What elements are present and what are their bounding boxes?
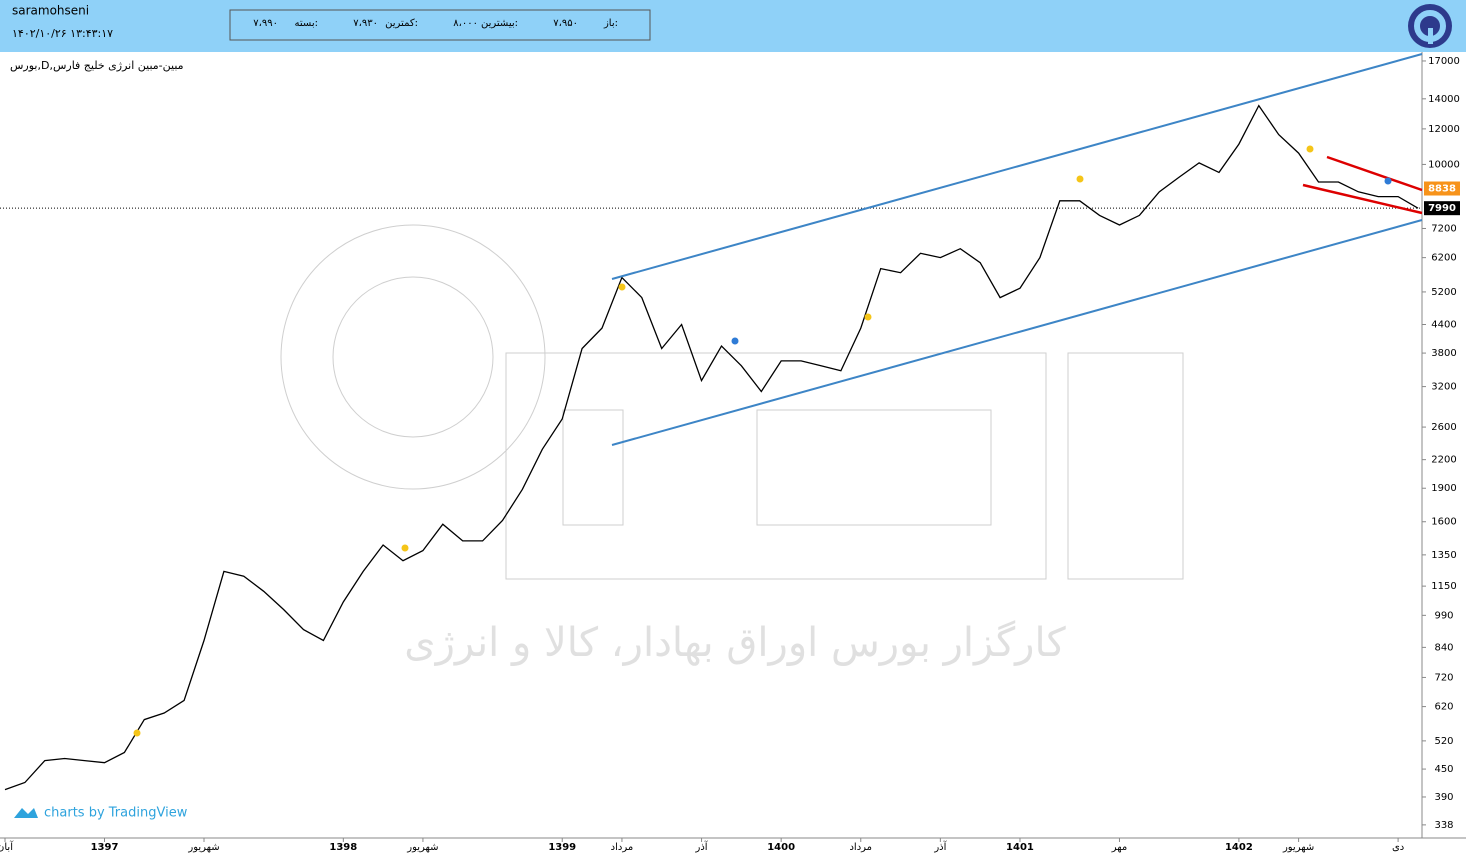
x-tick-label: 1399 <box>548 842 576 853</box>
y-tick-label: 520 <box>1434 736 1453 747</box>
credit-text[interactable]: charts by TradingView <box>44 806 188 821</box>
y-tick-label: 338 <box>1434 820 1453 831</box>
y-tick-label: 840 <box>1434 642 1453 653</box>
quote-value: ۸،۰۰۰ <box>453 18 478 29</box>
quote-value: ۷،۹۹۰ <box>253 18 278 29</box>
date-time: ۱۴۰۲/۱۰/۲۶ ۱۳:۴۳:۱۷ <box>12 27 113 40</box>
price-line <box>4 104 1419 791</box>
x-tick-label: مرداد <box>611 842 634 853</box>
y-tick-label: 1900 <box>1431 483 1456 494</box>
x-tick-label: 1402 <box>1225 842 1253 853</box>
symbol-title: بورس,D,مبین-مبین انرژی خلیج فارس <box>10 59 184 72</box>
x-tick-label: شهریور <box>406 842 438 853</box>
y-tick-label: 1150 <box>1431 581 1456 592</box>
y-tick-label: 17000 <box>1428 56 1460 67</box>
x-tick-label: مهر <box>1111 842 1127 853</box>
y-tick-label: 10000 <box>1428 159 1460 170</box>
x-tick-label: دی <box>1392 842 1404 853</box>
x-tick-label: آذر <box>933 840 947 853</box>
y-tick-label: 620 <box>1434 702 1453 713</box>
quote-label: بیشترین: <box>481 18 518 29</box>
logo <box>1408 4 1452 48</box>
quote: باز: ۷،۹۵۰ بیشترین:۸،۰۰۰ کمترین: ۷،۹۳۰ بسته: ۷… <box>253 18 618 29</box>
x-tick-label: 1398 <box>329 842 357 853</box>
y-tick-label: 7200 <box>1431 223 1456 234</box>
watermark-text: کارگزار بورس اوراق بهادار، کالا و انرژی <box>404 620 1066 666</box>
price-label-box <box>1424 181 1460 196</box>
y-tick-label: 6200 <box>1431 253 1456 264</box>
x-tick-label: 1400 <box>767 842 795 853</box>
quote-box <box>229 9 651 41</box>
quote-label: کمترین: <box>385 18 418 29</box>
y-tick-label: 3200 <box>1431 382 1456 393</box>
trend-lines <box>133 53 1423 737</box>
y-tick-label: 450 <box>1434 764 1453 775</box>
x-tick-label: مرداد <box>849 842 872 853</box>
tradingview-credit[interactable]: charts by TradingView <box>14 806 188 821</box>
plot: 338 390 450 520 620 720 840 990 1150 1350 1600 1900… <box>0 56 1460 853</box>
y-tick-label: 14000 <box>1428 94 1460 105</box>
y-tick-label: 1600 <box>1431 517 1456 528</box>
x-tick-label: آذر <box>695 840 709 853</box>
quote-value: ۷،۹۳۰ <box>353 18 378 29</box>
y-tick-label: 990 <box>1434 610 1453 621</box>
x-tick-label: شهریور <box>1282 842 1314 853</box>
y-tick-label: 720 <box>1434 672 1453 683</box>
y-tick-label: 2200 <box>1431 455 1456 466</box>
price-label-box <box>1424 201 1460 216</box>
x-tick-label: آبان <box>0 840 14 853</box>
price-label: 8838 <box>1428 184 1456 195</box>
y-tick-label: 1350 <box>1431 550 1456 561</box>
quote-label: بسته: <box>295 18 318 29</box>
y-tick-label: 4400 <box>1431 320 1456 331</box>
x-tick-label: 1401 <box>1006 842 1034 853</box>
quote-value: ۷،۹۵۰ <box>553 18 578 29</box>
x-tick-label: 1397 <box>91 842 119 853</box>
quote-label: باز: <box>603 18 618 29</box>
y-tick-label: 2600 <box>1431 422 1456 433</box>
x-tick-label: شهریور <box>187 842 219 853</box>
y-tick-label: 390 <box>1434 792 1453 803</box>
header-bar <box>0 0 1466 52</box>
y-tick-label: 3800 <box>1431 348 1456 359</box>
watermark <box>280 224 1184 580</box>
y-tick-label: 5200 <box>1431 287 1456 298</box>
y-tick-label: 12000 <box>1428 124 1460 135</box>
user-name: saramohseni <box>12 4 89 18</box>
price-label: 7990 <box>1428 203 1456 214</box>
